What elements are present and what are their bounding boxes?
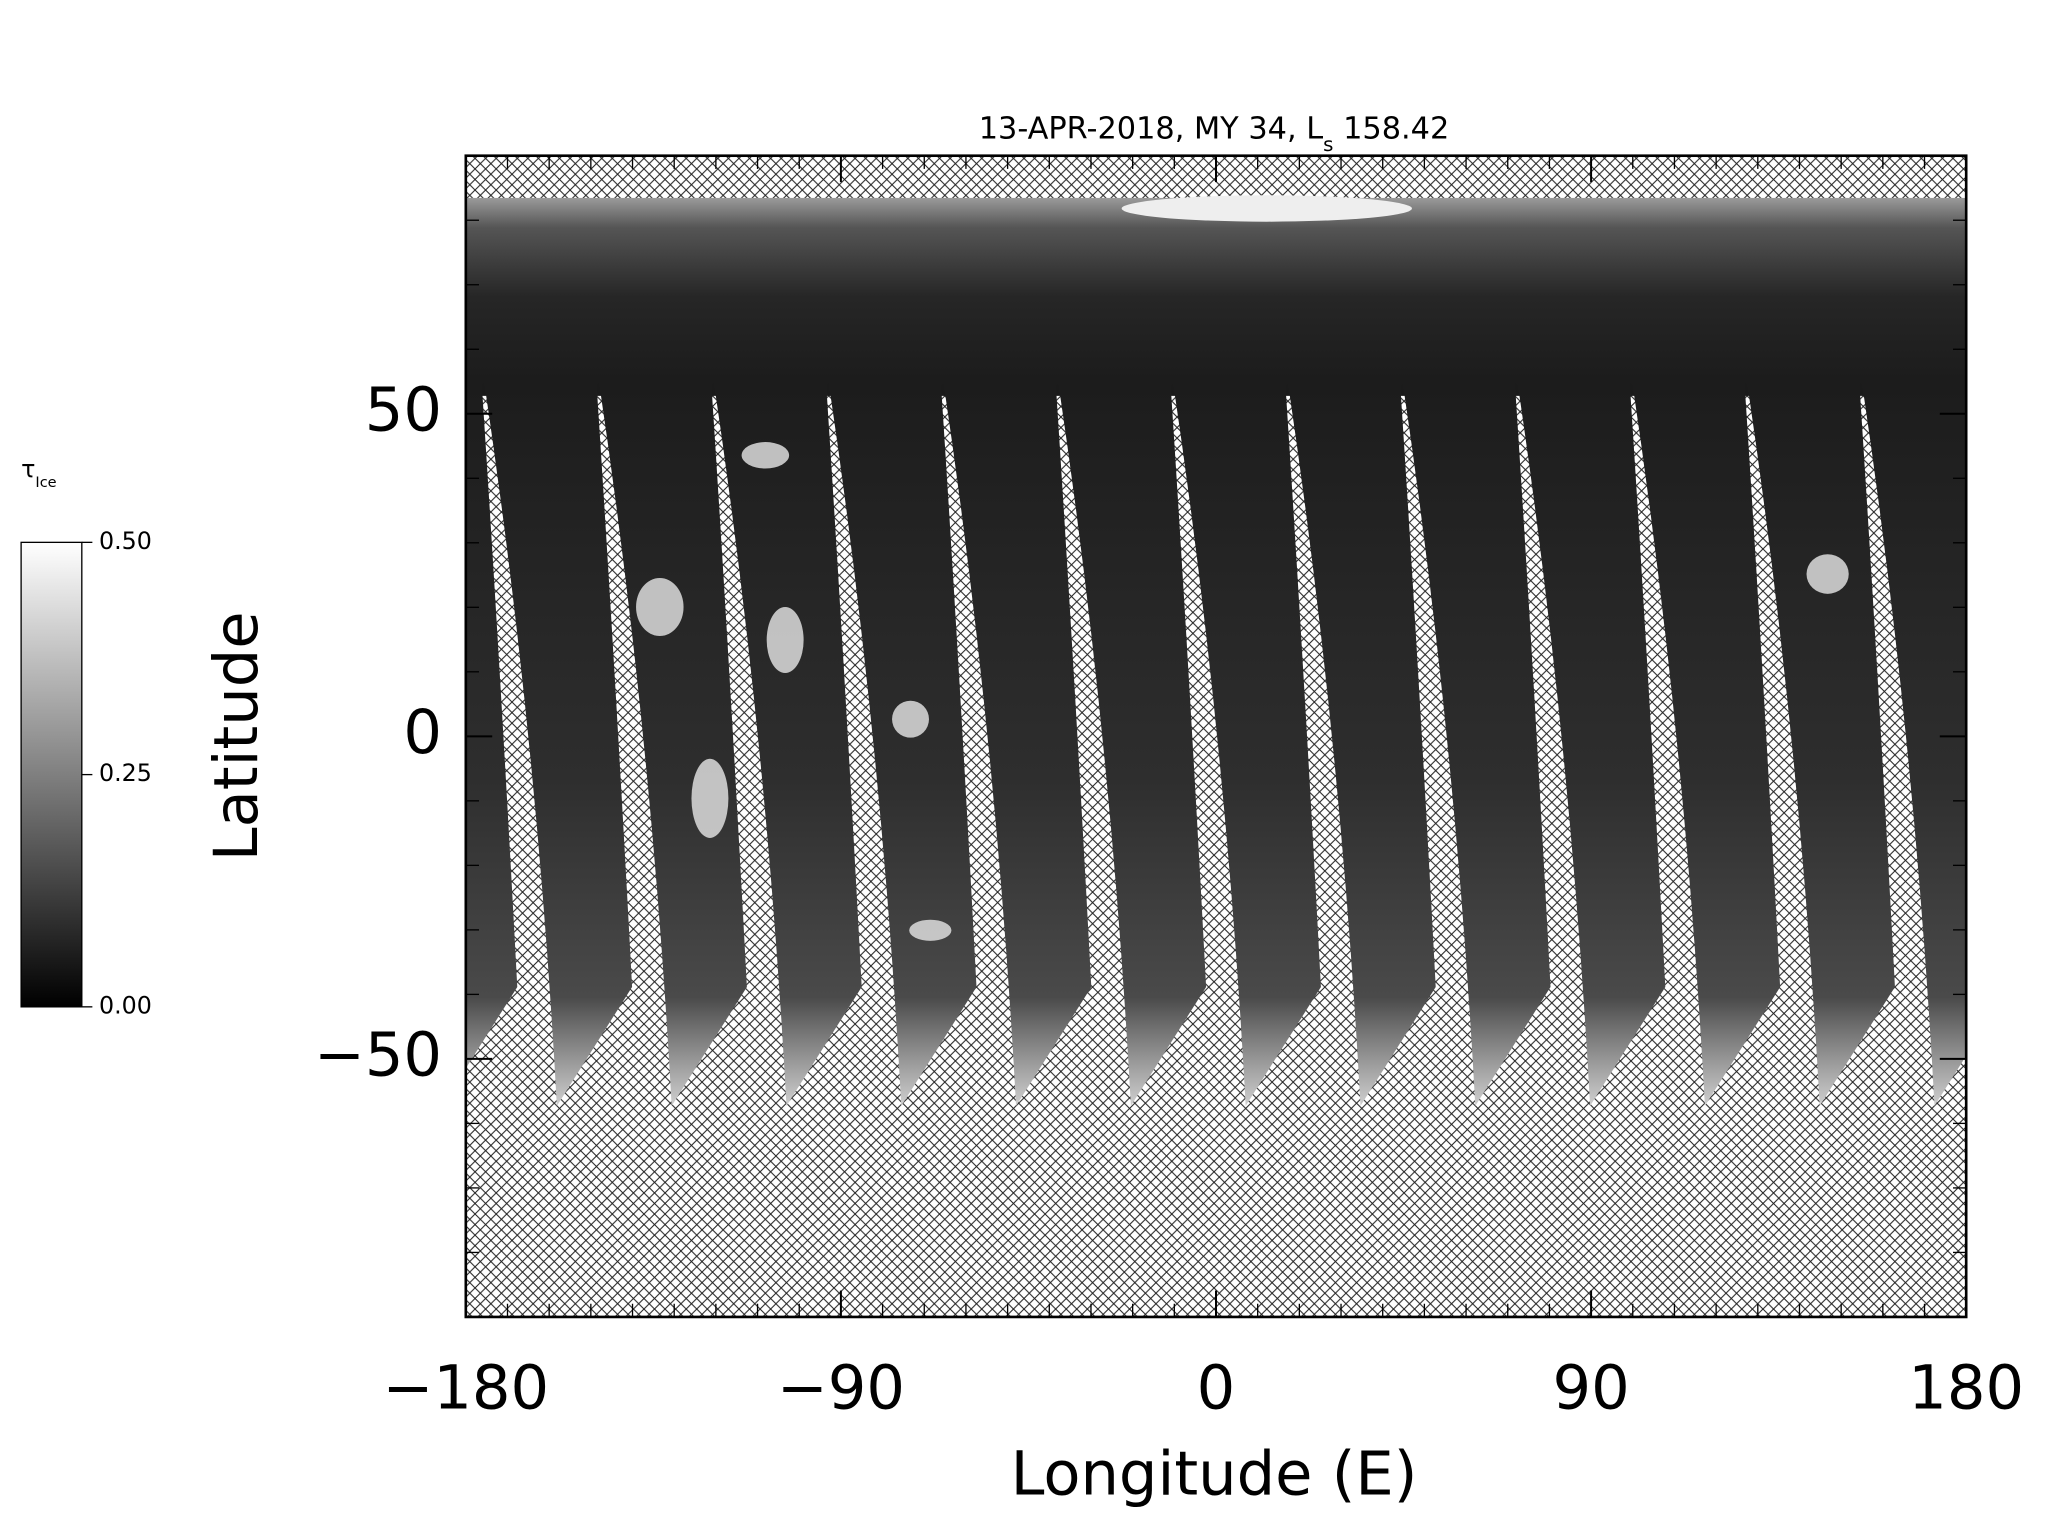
cloud: [636, 577, 684, 637]
swath: [1747, 382, 1895, 1106]
swath: [1058, 382, 1207, 1106]
swath: [484, 382, 633, 1106]
cloud: [741, 442, 790, 469]
colorbar-label-text: τ: [21, 454, 35, 482]
swath: [1287, 382, 1436, 1106]
y-axis-label: Latitude: [202, 611, 272, 861]
swath: [599, 382, 747, 1106]
swath: [1402, 382, 1551, 1106]
swath: [1861, 382, 1967, 1106]
title-subscript: s: [1323, 133, 1333, 156]
x-tick-label: 0: [1197, 1354, 1236, 1424]
y-tick-label: −50: [314, 1020, 442, 1090]
title-text: 13-APR-2018, MY 34, L: [979, 111, 1324, 146]
swath: [1632, 382, 1781, 1106]
colorbar-tick-label: 0.50: [99, 527, 152, 555]
x-tick-label: −90: [777, 1354, 905, 1424]
colorbar-label: τIce: [21, 454, 57, 491]
cloud: [766, 607, 804, 673]
swath: [1173, 382, 1321, 1106]
title: 13-APR-2018, MY 34, Ls 158.42: [979, 111, 1450, 156]
x-axis-label: Longitude (E): [1011, 1440, 1418, 1510]
y-tick-label: 0: [403, 698, 442, 768]
cloud: [909, 919, 952, 941]
x-tick-label: 90: [1552, 1354, 1629, 1424]
colorbar-label-subscript: Ice: [35, 475, 56, 491]
title-suffix: 158.42: [1333, 111, 1449, 146]
swath: [943, 382, 1092, 1106]
swath: [713, 382, 862, 1106]
x-tick-label: −180: [382, 1354, 549, 1424]
colorbar-tick-label: 0.25: [99, 759, 152, 787]
map-image: [465, 155, 2048, 1317]
swath: [1517, 382, 1666, 1106]
cloud: [691, 758, 729, 838]
colorbar: [20, 541, 83, 1008]
colorbar-tick-label: 0.00: [99, 991, 152, 1019]
y-tick-label: 50: [365, 375, 442, 445]
x-tick-label: 180: [1908, 1354, 2024, 1424]
cloud: [892, 700, 929, 738]
swath: [1977, 383, 2048, 1106]
swath: [465, 382, 518, 1069]
cloud: [1806, 554, 1849, 594]
